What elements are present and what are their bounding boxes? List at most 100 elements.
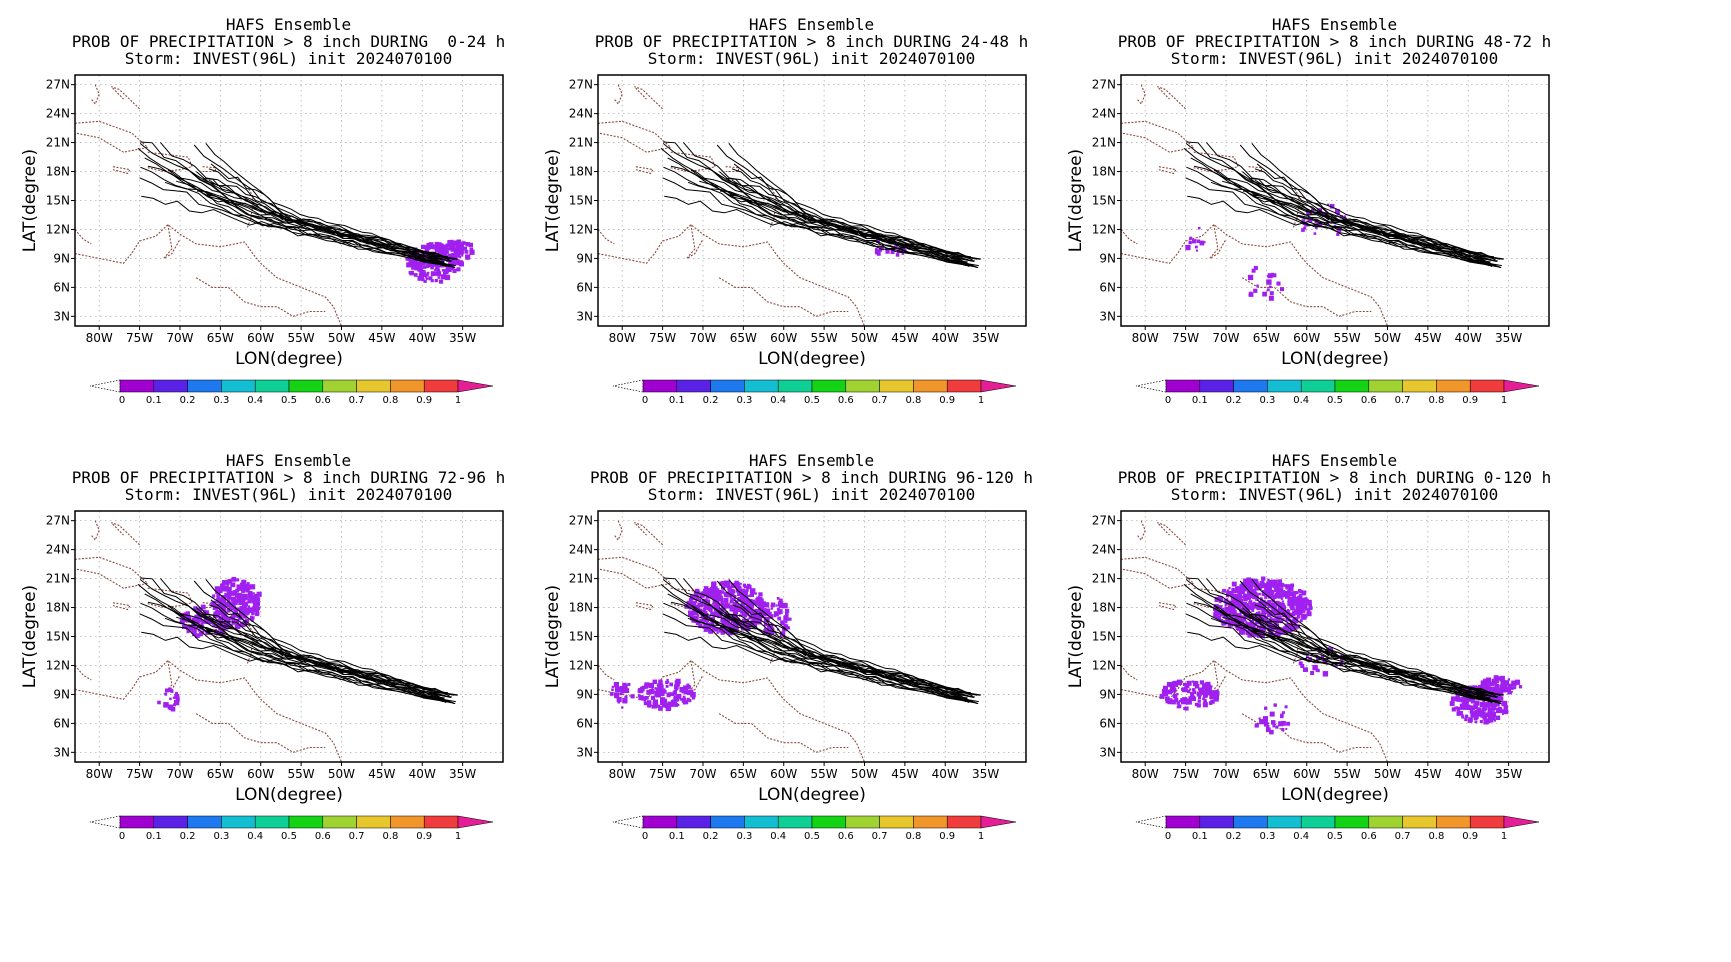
x-tick-label: 75W (1172, 767, 1199, 781)
colorbar-bin (1233, 379, 1268, 393)
precip-cell (737, 607, 742, 613)
precip-cell (426, 265, 430, 269)
x-tick-label: 35W (449, 331, 476, 345)
y-tick-label: 24N (569, 543, 593, 557)
precip-cell (1254, 579, 1259, 584)
colorbar-tick-label: 0.8 (382, 395, 398, 406)
precip-cell (1329, 204, 1335, 209)
precip-cell (1284, 584, 1288, 588)
precip-cell (673, 695, 677, 699)
colorbar-bin (254, 815, 290, 829)
precip-cell (747, 598, 750, 602)
precip-cell (1251, 631, 1256, 636)
y-tick-label: 9N (1099, 251, 1116, 265)
precip-cell (1167, 700, 1171, 705)
precip-cell (445, 243, 450, 248)
precip-cell (444, 253, 447, 256)
precip-cell (1302, 603, 1308, 610)
colorbar-under-arrow (612, 379, 644, 393)
precip-cell (1259, 624, 1264, 629)
x-tick-label: 45W (368, 331, 395, 345)
precip-cell (1234, 603, 1241, 609)
colorbar-bin (1199, 379, 1234, 393)
precip-cell (1500, 680, 1505, 685)
precip-cell (651, 687, 654, 690)
precip-cell (422, 265, 427, 269)
x-tick-label: 65W (1253, 767, 1280, 781)
colorbar-tick-label: 0.4 (770, 395, 786, 406)
y-tick-label: 27N (1092, 78, 1116, 92)
coastline (1292, 624, 1300, 665)
storm-track (1252, 630, 1502, 705)
precip-cell (1512, 686, 1516, 690)
y-tick-label: 12N (569, 222, 593, 236)
precip-cell (230, 582, 236, 588)
precip-cell (713, 589, 719, 595)
colorbar-tick-label: 0.6 (838, 395, 854, 406)
colorbar-bin (1267, 815, 1302, 829)
x-tick-label: 55W (288, 767, 315, 781)
precip-cell (1225, 618, 1231, 624)
storm-track (663, 166, 967, 267)
colorbar-tick-label: 0.1 (669, 831, 685, 842)
precip-cell (613, 682, 619, 688)
storm-track (731, 179, 973, 261)
precip-cell (459, 260, 463, 264)
precip-cell (692, 696, 696, 700)
colorbar-bin (913, 379, 948, 393)
x-tick-label: 55W (811, 767, 838, 781)
precip-cell (1247, 633, 1253, 638)
x-tick-label: 60W (1293, 767, 1320, 781)
precip-cell (684, 700, 689, 705)
precip-cell (1291, 612, 1296, 617)
precip-cell (1500, 683, 1505, 688)
precip-cell (1281, 720, 1286, 726)
precip-cell (1219, 612, 1224, 617)
precip-cell (744, 619, 747, 623)
precip-cell (1303, 226, 1307, 230)
precip-cell (440, 274, 446, 280)
precip-cell (465, 254, 471, 260)
precip-cell (1199, 240, 1205, 246)
precip-cell (1159, 693, 1165, 699)
colorbar-tick-label: 0.1 (146, 395, 162, 406)
precip-cell (246, 613, 249, 616)
precip-cell (750, 604, 754, 608)
precip-cell (786, 626, 790, 630)
precip-cell (1505, 705, 1508, 709)
storm-label: Storm: INVEST(96L) init 2024070100 (647, 49, 976, 68)
precip-cell (252, 600, 255, 604)
x-tick-label: 40W (1455, 331, 1482, 345)
chart-canvas: 80W 75W 70W 65W 60W 55W 50W 45W 40W 35W 27N 24N 21N 1… (1066, 74, 1550, 406)
precip-cell (443, 269, 449, 274)
precip-cell (1195, 245, 1198, 249)
precip-cell (1269, 291, 1274, 296)
precip-cell (1313, 232, 1317, 235)
precip-cell (681, 697, 685, 701)
precip-cell (1287, 585, 1292, 590)
precip-cell (1181, 687, 1184, 691)
y-tick-label: 27N (569, 78, 593, 92)
precip-cell (1250, 602, 1254, 607)
precip-cell (1213, 696, 1219, 702)
precip-cell (716, 590, 722, 595)
precip-cell (226, 584, 229, 587)
precip-cell (1271, 599, 1274, 602)
storm-label: Storm: INVEST(96L) init 2024070100 (1170, 49, 1499, 68)
precip-cell (421, 244, 426, 250)
precip-cell (1456, 708, 1460, 712)
precip-cell (1263, 720, 1267, 724)
precip-cell (1316, 669, 1320, 673)
precip-cell (446, 258, 449, 261)
precip-cell (1240, 585, 1245, 590)
storm-track (699, 180, 970, 267)
colorbar-tick-label: 0.9 (939, 831, 955, 842)
precip-cell (436, 269, 441, 273)
x-tick-label: 45W (891, 331, 918, 345)
precip-cell (255, 603, 260, 608)
colorbar-tick-label: 1 (978, 395, 984, 406)
precip-cell (693, 592, 699, 598)
y-tick-label: 24N (1092, 543, 1116, 557)
precip-cell (720, 619, 724, 623)
y-tick-label: 6N (1099, 280, 1116, 294)
